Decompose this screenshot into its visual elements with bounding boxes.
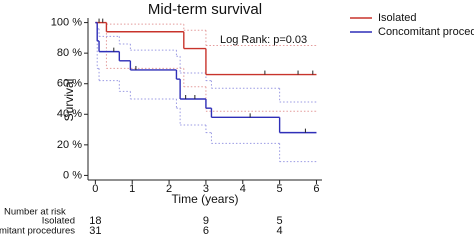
- y-tick-label: 40 %: [57, 108, 82, 120]
- x-tick-label: 3: [203, 183, 209, 195]
- risk-count: 18: [89, 215, 101, 227]
- x-axis-title: Time (years): [172, 192, 239, 206]
- y-tick-label: 100 %: [51, 16, 82, 28]
- y-tick-label: 80 %: [57, 47, 82, 59]
- risk-count: 4: [277, 225, 283, 237]
- risk-row-label: Concomitant procedures: [0, 226, 75, 237]
- risk-count: 6: [203, 225, 209, 237]
- y-tick-label: 60 %: [57, 78, 82, 90]
- risk-count: 31: [89, 225, 101, 237]
- y-tick-label: 0 %: [63, 169, 82, 181]
- x-tick-label: 2: [166, 183, 172, 195]
- x-tick-label: 0: [92, 183, 98, 195]
- risk-row-label: Isolated: [42, 216, 75, 227]
- x-tick-label: 1: [129, 183, 135, 195]
- risk-count: 5: [277, 215, 283, 227]
- x-tick-label: 5: [277, 183, 283, 195]
- y-tick-label: 20 %: [57, 139, 82, 151]
- risk-table-title: Number at risk: [4, 207, 66, 218]
- x-tick-label: 4: [240, 183, 246, 195]
- legend-label: Isolated: [378, 12, 417, 24]
- annotation: Log Rank: p=0.03: [220, 34, 307, 46]
- x-tick-label: 6: [313, 183, 319, 195]
- risk-count: 9: [203, 215, 209, 227]
- legend-label: Concomitant procedures: [378, 26, 474, 38]
- chart-title: Mid-term survival: [148, 1, 262, 18]
- y-axis-title: Survival: [62, 79, 76, 122]
